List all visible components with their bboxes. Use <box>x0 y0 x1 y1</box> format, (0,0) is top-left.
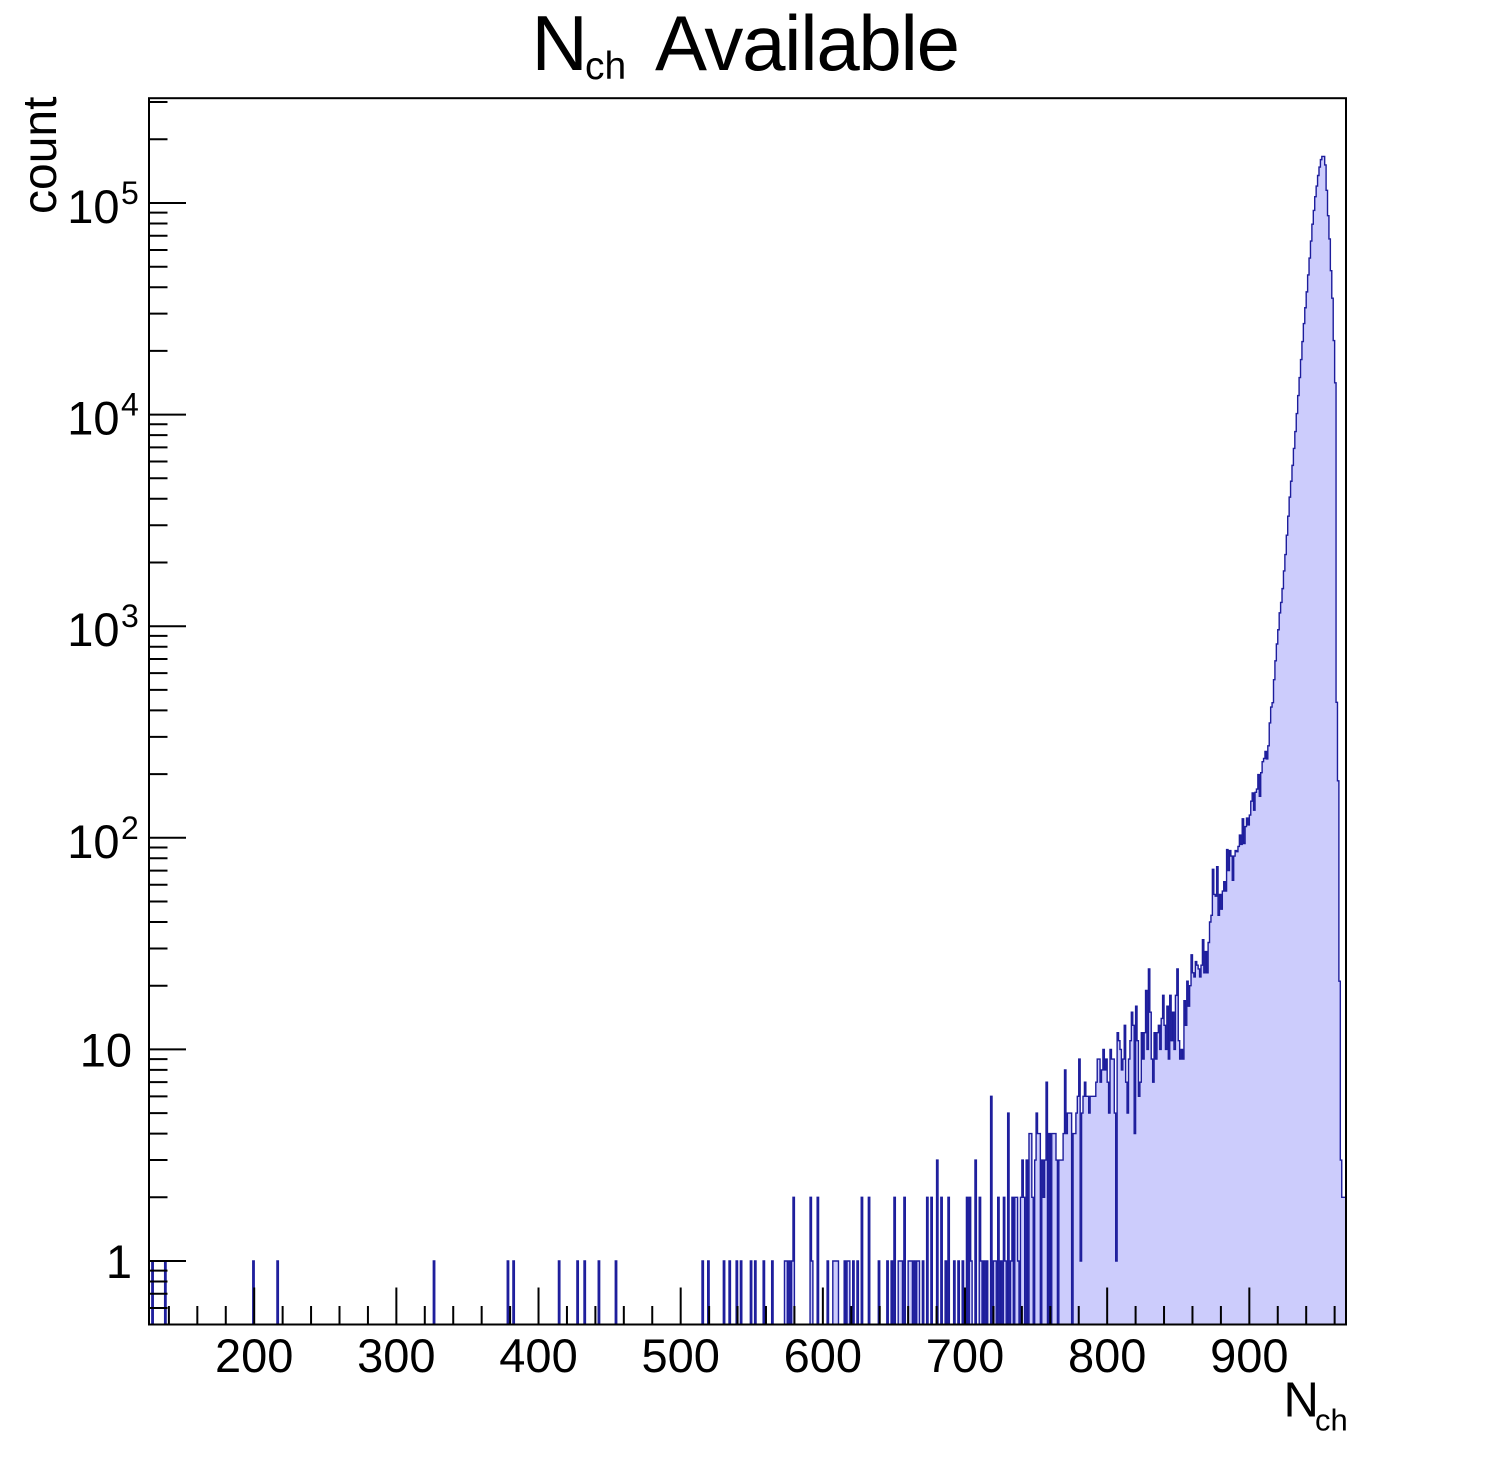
svg-text:5: 5 <box>121 175 139 211</box>
svg-text:4: 4 <box>121 387 139 423</box>
svg-text:ch: ch <box>585 45 626 88</box>
svg-text:500: 500 <box>641 1329 719 1382</box>
svg-text:10: 10 <box>80 1023 132 1076</box>
svg-text:10: 10 <box>67 392 119 445</box>
svg-text:2: 2 <box>121 810 139 846</box>
svg-text:200: 200 <box>215 1329 293 1382</box>
svg-text:1: 1 <box>106 1235 132 1288</box>
svg-text:Available: Available <box>655 0 960 87</box>
svg-text:10: 10 <box>67 180 119 233</box>
svg-text:900: 900 <box>1210 1329 1288 1382</box>
svg-text:10: 10 <box>67 603 119 656</box>
svg-text:N: N <box>532 0 588 87</box>
svg-text:3: 3 <box>121 598 139 634</box>
svg-text:600: 600 <box>784 1329 862 1382</box>
svg-text:400: 400 <box>499 1329 577 1382</box>
svg-text:count: count <box>14 97 67 214</box>
svg-text:300: 300 <box>357 1329 435 1382</box>
svg-text:700: 700 <box>926 1329 1004 1382</box>
svg-text:ch: ch <box>1315 1403 1348 1438</box>
svg-text:10: 10 <box>67 815 119 868</box>
svg-text:N: N <box>1284 1374 1319 1428</box>
svg-text:800: 800 <box>1068 1329 1146 1382</box>
